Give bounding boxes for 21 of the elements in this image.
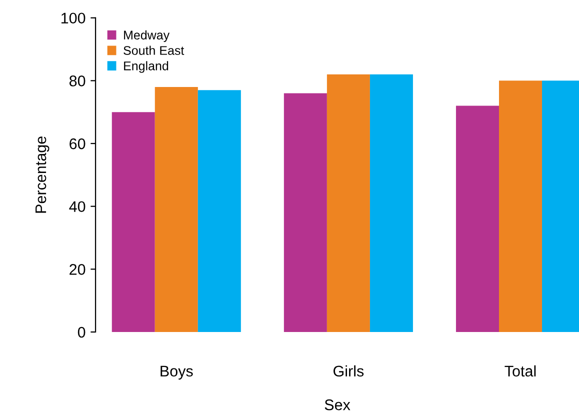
y-tick-label: 60 (70, 138, 86, 150)
bar (326, 74, 370, 332)
y-tick-label: 80 (69, 76, 86, 86)
bar (198, 90, 241, 332)
bar (284, 93, 327, 332)
y-tick-label: 0 (78, 326, 86, 338)
bar (112, 112, 155, 332)
x-axis-title: Sex (324, 399, 350, 410)
y-tick-label: 40 (69, 201, 86, 212)
legend-label: South East (124, 46, 184, 55)
y-axis-title: Percentage (36, 136, 50, 213)
legend-label: England (124, 61, 168, 73)
x-tick-label: Total (504, 365, 536, 377)
bar (370, 74, 413, 332)
y-tick-label: 20 (70, 264, 86, 275)
x-tick-label: Boys (160, 366, 193, 380)
bar (456, 106, 499, 332)
x-tick-label: Girls (334, 365, 364, 377)
y-tick-label: 100 (61, 12, 86, 24)
legend-label: Medway (124, 30, 170, 42)
bar (154, 86, 198, 332)
